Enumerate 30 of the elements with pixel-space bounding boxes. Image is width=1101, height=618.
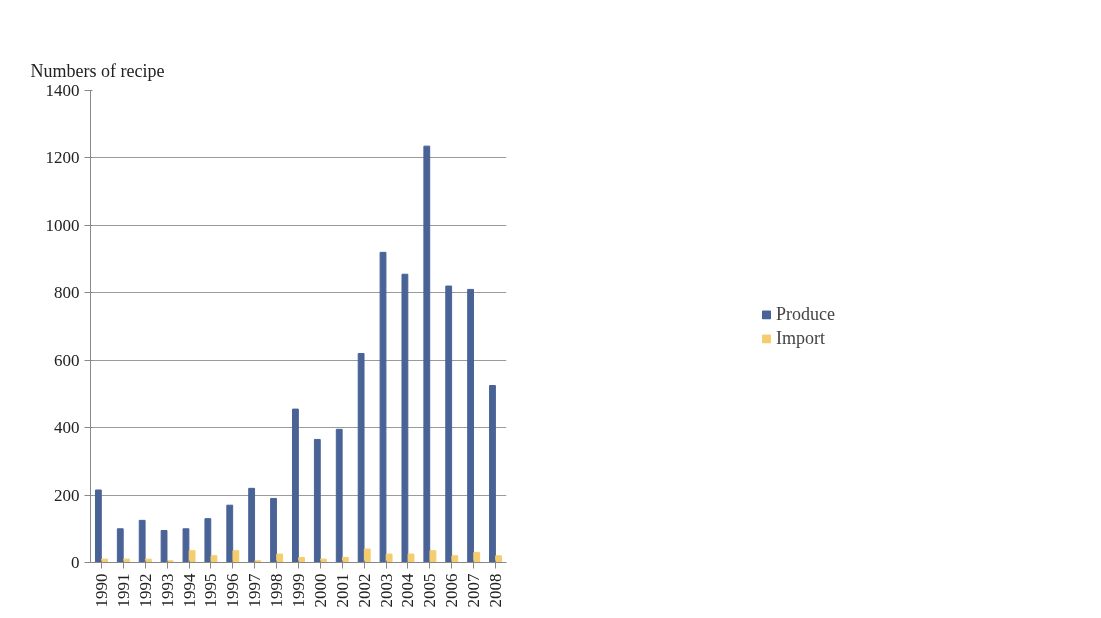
x-tick-label: 1996 — [223, 573, 243, 608]
x-tick-label: 2007 — [464, 573, 484, 608]
legend-label: Import — [776, 327, 826, 349]
y-axis-title: Numbers of recipe — [30, 60, 165, 81]
y-tick-label: 1000 — [45, 215, 80, 235]
x-tick-label: 1993 — [157, 573, 177, 608]
x-tick-label: 1995 — [201, 573, 221, 608]
x-tick-label: 2001 — [332, 573, 352, 608]
x-tick-label: 2000 — [310, 573, 330, 608]
y-tick-label: 800 — [54, 283, 80, 303]
y-tick-label: 1400 — [45, 81, 80, 100]
x-tick-label: 2002 — [354, 573, 374, 608]
x-tick-label: 1997 — [245, 573, 265, 608]
x-tick-label: 1994 — [179, 573, 199, 608]
x-tick-label: 2003 — [376, 573, 396, 608]
y-tick-label: 600 — [54, 350, 80, 370]
x-tick-label: 1999 — [289, 573, 308, 608]
x-tick-label: 2004 — [398, 573, 418, 608]
x-tick-label: 1990 — [91, 573, 111, 608]
x-tick-label: 2005 — [420, 573, 440, 608]
y-tick-label: 1200 — [45, 148, 80, 168]
x-tick-label: 2006 — [442, 573, 462, 608]
y-tick-label: 0 — [71, 553, 80, 572]
y-tick-label: 400 — [54, 418, 80, 438]
x-tick-label: 2008 — [486, 573, 506, 608]
x-tick-label: 1992 — [135, 573, 155, 608]
legend-label: Produce — [776, 303, 835, 325]
x-tick-label: 1998 — [267, 573, 287, 608]
y-tick-label: 200 — [54, 485, 80, 505]
x-tick-label: 1991 — [113, 573, 133, 608]
